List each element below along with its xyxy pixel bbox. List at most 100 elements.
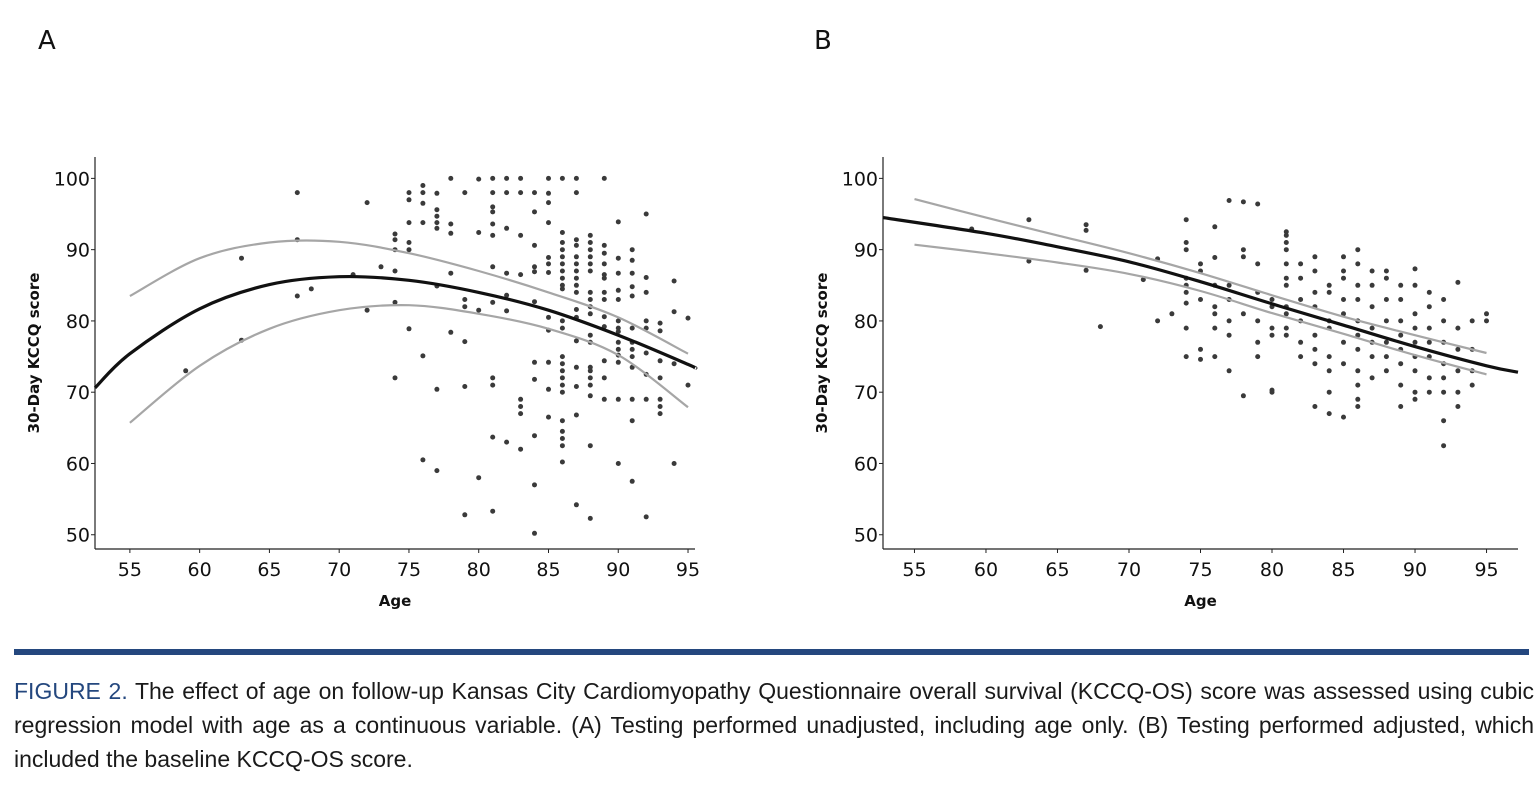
data-point <box>1383 275 1389 281</box>
data-point <box>476 230 482 235</box>
data-point <box>1398 361 1404 367</box>
chart-a: 55 60 65 70 75 80 85 90 95 50 60 70 80 90 100 Age 30-Day… <box>25 157 700 610</box>
data-point <box>1083 267 1089 273</box>
data-point <box>504 190 510 196</box>
data-point <box>1183 289 1189 295</box>
data-point <box>1398 297 1404 302</box>
data-point <box>1412 396 1418 402</box>
x-tick-label: 85 <box>536 559 560 581</box>
data-point <box>1269 297 1275 302</box>
data-point <box>490 175 496 181</box>
data-point <box>490 190 496 196</box>
data-point <box>657 404 663 409</box>
data-point <box>1412 389 1418 395</box>
data-point <box>1369 268 1375 274</box>
data-point <box>1298 354 1304 360</box>
data-point <box>573 307 579 312</box>
data-point <box>587 247 593 253</box>
data-point <box>1441 375 1447 381</box>
data-point <box>615 297 621 302</box>
data-point <box>1355 382 1361 388</box>
data-point <box>1226 332 1232 338</box>
data-point <box>1355 297 1361 302</box>
y-tick-label: 80 <box>66 311 90 333</box>
data-point <box>1426 304 1432 310</box>
data-point <box>1155 318 1161 324</box>
data-point <box>532 359 537 365</box>
data-point <box>504 292 510 298</box>
data-point <box>1455 389 1461 395</box>
data-point <box>420 190 426 196</box>
x-tick-label: 80 <box>467 559 491 581</box>
data-point <box>1355 247 1361 253</box>
data-point <box>1298 339 1304 345</box>
data-point <box>601 175 607 181</box>
data-point <box>532 264 537 270</box>
data-point <box>629 293 635 299</box>
data-point <box>629 346 635 352</box>
data-point <box>685 382 691 388</box>
data-point <box>490 221 496 227</box>
y-tick-label: 90 <box>854 240 878 262</box>
data-point <box>573 242 579 248</box>
data-point <box>573 275 579 281</box>
data-point <box>308 286 314 292</box>
data-point <box>406 190 412 196</box>
data-point <box>462 190 468 196</box>
data-point <box>657 320 663 326</box>
data-point <box>1169 311 1175 317</box>
data-point <box>1326 282 1332 288</box>
data-point <box>1341 268 1346 274</box>
data-point <box>1212 224 1218 230</box>
data-point <box>1412 282 1418 288</box>
data-point <box>1283 247 1289 253</box>
data-point <box>1269 389 1275 395</box>
data-point <box>406 220 412 226</box>
x-tick-label: 65 <box>1045 559 1069 581</box>
panel-b-label: B <box>814 26 832 56</box>
chart-b: 55 60 65 70 75 80 85 90 95 50 60 70 80 90 100 Age 30-Day… <box>813 157 1519 610</box>
data-point <box>1326 411 1332 417</box>
data-point <box>448 221 454 227</box>
data-point <box>1369 282 1375 288</box>
data-point <box>615 325 621 331</box>
data-point <box>587 515 593 521</box>
data-point <box>559 286 565 292</box>
data-point <box>587 368 593 374</box>
data-point <box>1369 325 1375 331</box>
data-point <box>462 512 468 518</box>
x-axis-title: Age <box>1184 592 1217 610</box>
data-point <box>1326 389 1332 395</box>
data-point <box>1412 325 1418 331</box>
data-point <box>1298 261 1304 267</box>
data-point <box>1212 311 1218 317</box>
data-point <box>559 354 565 360</box>
data-point <box>615 346 621 352</box>
data-point <box>1426 339 1432 345</box>
data-point <box>1312 346 1318 352</box>
data-point <box>504 270 510 276</box>
data-point <box>559 254 565 260</box>
data-point <box>1441 443 1447 449</box>
data-point <box>406 326 412 332</box>
data-point <box>1283 229 1289 235</box>
data-point <box>532 299 537 305</box>
data-point <box>1183 354 1189 360</box>
ci-lower-curve <box>129 304 689 424</box>
data-point <box>532 530 537 536</box>
data-point <box>559 261 565 267</box>
data-point <box>1198 346 1203 352</box>
data-point <box>559 275 565 281</box>
data-point <box>1140 277 1146 283</box>
data-point <box>615 396 621 402</box>
data-point <box>1283 332 1289 338</box>
data-point <box>532 209 537 215</box>
data-point <box>1455 368 1461 374</box>
data-point <box>294 190 300 196</box>
caption-text: The effect of age on follow-up Kansas Ci… <box>14 678 1534 772</box>
data-point <box>518 411 524 417</box>
data-point <box>559 318 565 324</box>
data-point <box>601 250 607 256</box>
data-point <box>518 404 524 409</box>
x-tick-label: 70 <box>1117 559 1141 581</box>
